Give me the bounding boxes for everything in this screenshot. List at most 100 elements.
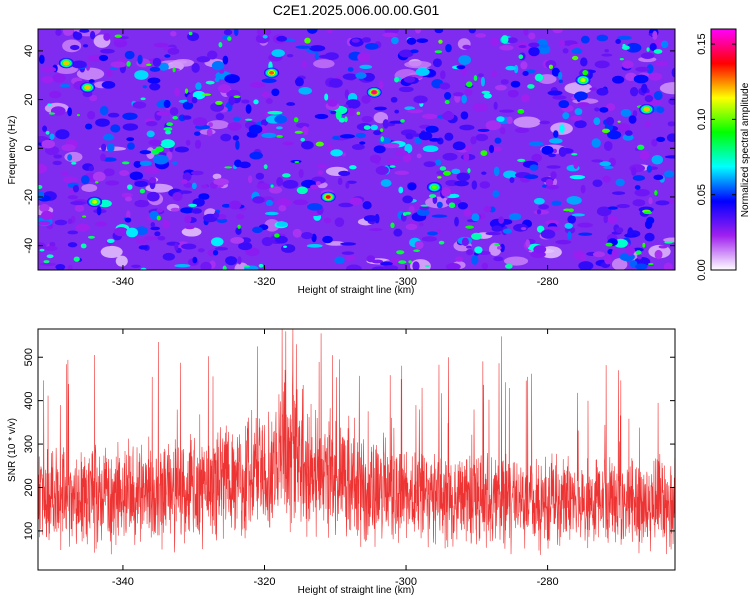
heatmap-blob [306,29,318,34]
heatmap-blob [464,88,473,97]
heatmap-blob [468,29,476,34]
heatmap-frame [37,28,676,271]
heatmap-blob [522,71,529,76]
heatmap-peak [575,74,591,86]
heatmap-blob [403,76,416,83]
heatmap-blob [566,196,582,205]
heatmap-blob [471,180,478,190]
heatmap-blob [89,94,98,102]
heatmap-blob [220,133,232,142]
heatmap-blob [634,185,641,190]
heatmap-blob [506,37,518,44]
heatmap-blob-core [389,165,396,168]
heatmap-blob [369,228,383,232]
heatmap-blob [463,209,472,217]
heatmap-blob [436,228,441,234]
heatmap-blob-core [338,117,346,123]
heatmap-blob [658,245,668,249]
heatmap-blob [466,248,474,256]
heatmap-blob [394,170,410,176]
heatmap-blob-core [73,256,80,262]
heatmap-blob [640,52,655,60]
heatmap-blob [479,181,491,189]
heatmap-blob [628,115,637,124]
heatmap-blob [213,211,220,219]
snr-series-line [38,329,675,555]
heatmap-blob [162,219,170,229]
heatmap-blob [472,103,489,112]
heatmap-blob [317,170,324,176]
heatmap-blob [359,64,373,70]
heatmap-blob [402,195,413,204]
heatmap-blob [405,223,418,231]
heatmap-x-ticks: -340 -320 -300 -280 [112,29,559,288]
heatmap-blob [59,83,71,88]
heatmap-blob [536,225,545,233]
heatmap-blob [407,109,423,114]
heatmap-blob [140,267,147,270]
heatmap-blob [608,157,616,167]
heatmap-blob [235,140,240,150]
heatmap-blob [668,97,675,105]
heatmap-blob [222,55,229,65]
heatmap-blob [361,115,373,123]
heatmap-blob [41,139,56,149]
heatmap-blob [574,120,587,129]
heatmap-blob [201,184,209,189]
heatmap-blob [172,191,183,202]
heatmap-blob [334,217,345,228]
heatmap-blob [184,215,192,224]
heatmap-blob [425,125,439,133]
heatmap-blob [103,33,111,41]
heatmap-blob [107,112,120,118]
heatmap-blob [286,102,296,106]
heatmap-x-axis-label: Height of straight line (km) [298,285,415,296]
heatmap-blob [98,54,109,62]
heatmap-blob [355,132,366,139]
heatmap-blob [569,175,586,180]
heatmap-blob [40,66,57,73]
heatmap-blob-core [617,120,621,123]
heatmap-blob [110,124,121,133]
heatmap-blob [631,167,637,177]
heatmap-blob [335,110,342,120]
heatmap-blob [110,61,126,68]
heatmap-blob-core [222,265,227,270]
heatmap-blob [505,65,516,71]
heatmap-blob-core [420,204,430,207]
heatmap-blob [632,199,646,207]
colorbar-tick-label: 0.00 [696,259,708,280]
heatmap-blob-core [244,265,250,268]
heatmap-blob [99,105,109,116]
heatmap-blob [461,67,467,77]
heatmap-blob [38,191,45,199]
heatmap-blob [455,256,464,262]
heatmap-blob-core [184,88,189,94]
heatmap-blob [545,59,557,69]
heatmap-blob [221,203,232,208]
x-tick-label: -340 [112,276,134,288]
heatmap-blob [646,64,654,74]
heatmap-blob-core [437,176,442,179]
heatmap-blob [252,226,263,234]
heatmap-blob [394,150,409,156]
heatmap-blob [132,101,147,109]
snr-x-axis-label: Height of straight line (km) [298,585,415,596]
heatmap-blob [247,175,253,184]
heatmap-blob [499,45,514,51]
heatmap-blob [315,181,321,186]
heatmap-blob [69,44,80,51]
heatmap-blob [567,231,572,240]
colorbar: 0.00 0.05 0.10 0.15 Normalized spectral amp… [696,28,750,281]
heatmap-peak [80,82,96,93]
heatmap-blob [573,160,579,170]
heatmap-blob [245,247,260,257]
heatmap-blob [580,254,586,262]
heatmap-blob [520,227,527,231]
heatmap-blob [646,165,653,173]
heatmap-blob [452,141,466,151]
heatmap-blob [493,146,502,152]
heatmap-peak [366,87,382,98]
heatmap-blob [536,209,542,215]
heatmap-blob [75,223,90,232]
